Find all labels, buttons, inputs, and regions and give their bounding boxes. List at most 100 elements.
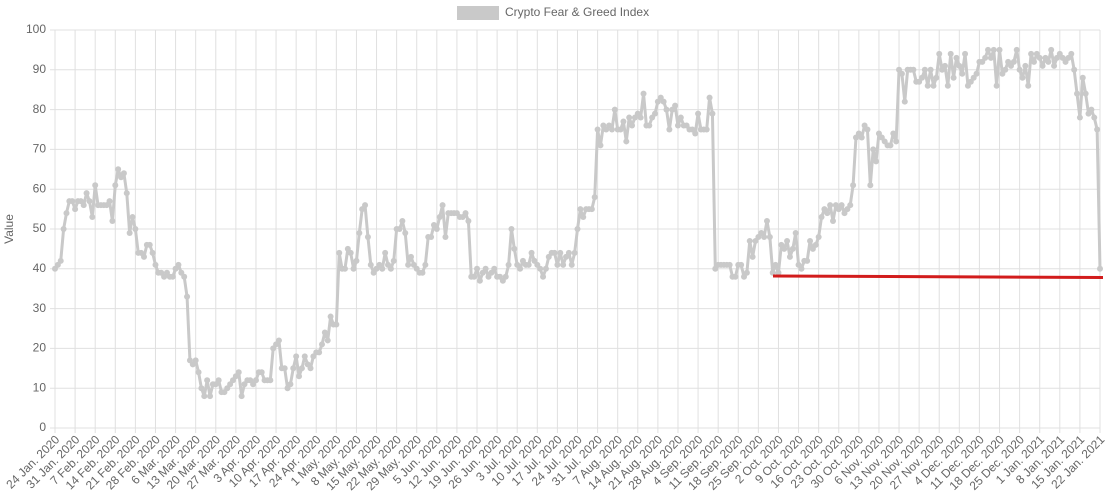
- point: [792, 229, 799, 236]
- point: [140, 253, 147, 260]
- point: [749, 253, 756, 260]
- point: [491, 265, 498, 272]
- point: [1097, 265, 1103, 272]
- point: [86, 198, 93, 205]
- point: [709, 110, 716, 117]
- y-tick-label: 60: [33, 181, 47, 195]
- point: [204, 377, 211, 384]
- point: [428, 233, 435, 240]
- point: [502, 273, 509, 280]
- point: [379, 265, 386, 272]
- point: [824, 210, 831, 217]
- point: [927, 66, 934, 73]
- point: [933, 74, 940, 81]
- y-axis-title: Value: [2, 214, 16, 244]
- point: [557, 249, 564, 256]
- y-tick-label: 10: [33, 380, 47, 394]
- point: [901, 98, 908, 105]
- point: [129, 214, 136, 221]
- point: [215, 377, 222, 384]
- point: [169, 273, 176, 280]
- point: [815, 233, 822, 240]
- point: [399, 218, 406, 225]
- point: [746, 237, 753, 244]
- point: [353, 257, 360, 264]
- y-tick-label: 40: [33, 261, 47, 275]
- point: [290, 365, 297, 372]
- point: [1039, 62, 1046, 69]
- point: [807, 237, 814, 244]
- point: [703, 126, 710, 133]
- point: [433, 226, 440, 232]
- point: [812, 241, 819, 248]
- point: [341, 265, 348, 272]
- point: [660, 98, 667, 105]
- point: [769, 269, 776, 276]
- point: [571, 249, 578, 256]
- point: [465, 218, 472, 225]
- point: [207, 393, 214, 400]
- point: [597, 142, 604, 149]
- y-tick-label: 20: [33, 341, 47, 355]
- point: [936, 50, 943, 57]
- point: [858, 134, 865, 141]
- point: [652, 110, 659, 117]
- point: [321, 329, 328, 336]
- point: [419, 269, 426, 276]
- point: [732, 273, 739, 280]
- point: [554, 261, 561, 268]
- point: [990, 46, 997, 53]
- point: [611, 106, 618, 113]
- point: [318, 341, 325, 348]
- point: [551, 249, 558, 256]
- point: [864, 126, 871, 133]
- point: [996, 46, 1003, 53]
- point: [870, 146, 877, 153]
- point: [69, 198, 76, 205]
- point: [362, 202, 369, 209]
- point: [766, 233, 773, 240]
- point: [442, 233, 449, 240]
- point: [982, 54, 989, 61]
- y-tick-label: 70: [33, 142, 47, 156]
- point: [109, 218, 116, 225]
- point: [941, 62, 948, 69]
- point: [402, 229, 409, 236]
- point: [956, 62, 963, 69]
- point: [60, 226, 67, 232]
- point: [1091, 114, 1098, 121]
- point: [436, 214, 443, 221]
- legend-label: Crypto Fear & Greed Index: [505, 5, 649, 19]
- point: [560, 261, 567, 268]
- point: [789, 245, 796, 252]
- point: [307, 365, 314, 372]
- point: [930, 82, 937, 89]
- point: [617, 126, 624, 133]
- y-tick-label: 0: [39, 420, 46, 434]
- point: [525, 261, 532, 268]
- point: [505, 261, 512, 268]
- point: [568, 261, 575, 268]
- point: [781, 245, 788, 252]
- point: [181, 273, 188, 280]
- point: [692, 130, 699, 137]
- point: [873, 158, 880, 165]
- point: [364, 233, 371, 240]
- point: [950, 74, 957, 81]
- point: [1022, 62, 1029, 69]
- point: [1048, 46, 1055, 53]
- point: [112, 182, 119, 189]
- point: [818, 214, 825, 221]
- point: [674, 122, 681, 129]
- point: [1088, 106, 1095, 113]
- point: [887, 142, 894, 149]
- point: [298, 365, 305, 372]
- point: [944, 82, 951, 89]
- point: [92, 182, 99, 189]
- point: [152, 261, 159, 268]
- point: [761, 233, 768, 240]
- point: [847, 202, 854, 209]
- point: [296, 373, 303, 380]
- point: [1074, 90, 1081, 97]
- point: [1028, 50, 1035, 57]
